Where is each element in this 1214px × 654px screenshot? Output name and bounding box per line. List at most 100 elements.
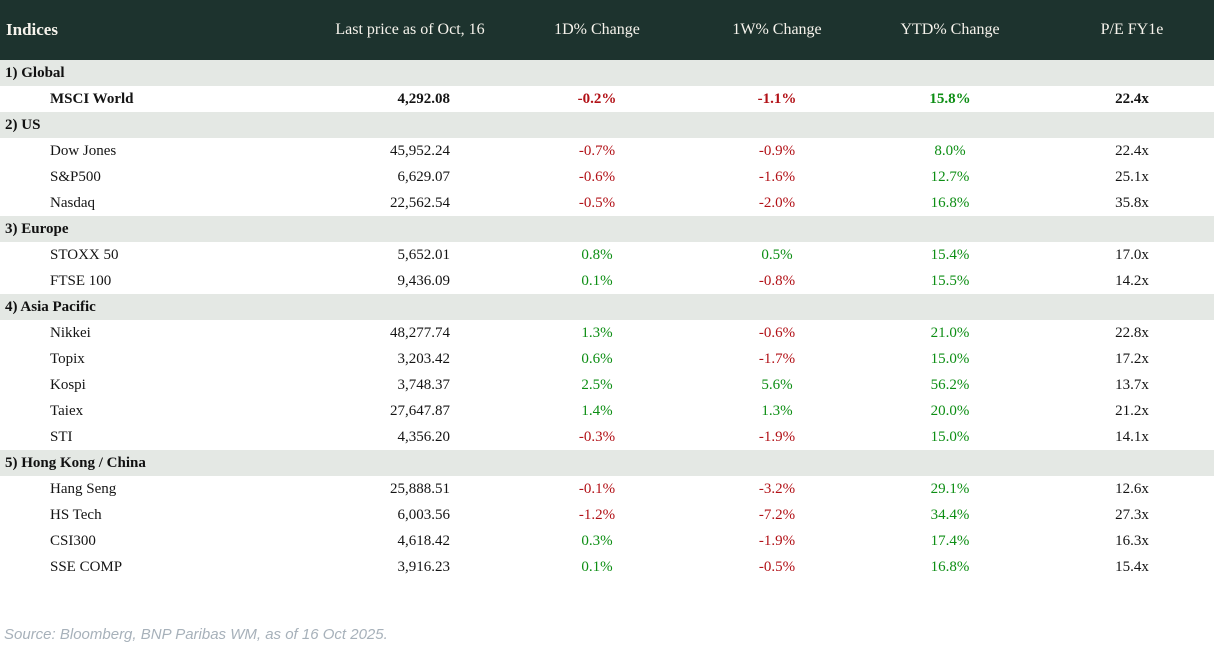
index-name: Topix bbox=[50, 350, 85, 367]
table-row: Nasdaq 22,562.54 -0.5% -2.0% 16.8% 35.8x bbox=[0, 190, 1214, 216]
column-header-pe-fy1e: P/E FY1e bbox=[1030, 0, 1214, 60]
index-name: Taiex bbox=[50, 402, 84, 419]
pe-ratio: 22.8x bbox=[1115, 324, 1149, 341]
1w-change: -7.2% bbox=[758, 506, 796, 523]
index-name: MSCI World bbox=[50, 90, 134, 107]
indices-table: Indices Last price as of Oct, 16 1D% Cha… bbox=[0, 0, 1214, 580]
section-label: 2) US bbox=[0, 112, 1214, 138]
index-name: STOXX 50 bbox=[50, 246, 119, 263]
index-name: Nasdaq bbox=[50, 194, 95, 211]
ytd-change: 15.5% bbox=[930, 272, 970, 289]
1w-change: 5.6% bbox=[761, 376, 793, 393]
last-price: 45,952.24 bbox=[390, 142, 450, 159]
table-row: MSCI World 4,292.08 -0.2% -1.1% 15.8% 22.4x bbox=[0, 86, 1214, 112]
1w-change: -0.5% bbox=[758, 558, 796, 575]
ytd-change: 29.1% bbox=[930, 480, 970, 497]
1d-change: -0.1% bbox=[578, 480, 616, 497]
index-name: S&P500 bbox=[50, 168, 101, 185]
1w-change: -1.6% bbox=[758, 168, 796, 185]
1w-change: -1.9% bbox=[758, 532, 796, 549]
section-label: 4) Asia Pacific bbox=[0, 294, 1214, 320]
ytd-change: 34.4% bbox=[930, 506, 970, 523]
table-row: Topix 3,203.42 0.6% -1.7% 15.0% 17.2x bbox=[0, 346, 1214, 372]
1d-change: -0.6% bbox=[578, 168, 616, 185]
section-row: 4) Asia Pacific bbox=[0, 294, 1214, 320]
table-row: Hang Seng 25,888.51 -0.1% -3.2% 29.1% 12.6x bbox=[0, 476, 1214, 502]
last-price: 48,277.74 bbox=[390, 324, 450, 341]
ytd-change: 15.8% bbox=[929, 90, 971, 107]
1d-change: -0.7% bbox=[578, 142, 616, 159]
1d-change: 0.8% bbox=[581, 246, 613, 263]
source-note: Source: Bloomberg, BNP Paribas WM, as of… bbox=[4, 626, 388, 643]
index-name: HS Tech bbox=[50, 506, 102, 523]
ytd-change: 8.0% bbox=[934, 142, 966, 159]
index-name: Hang Seng bbox=[50, 480, 117, 497]
section-row: 5) Hong Kong / China bbox=[0, 450, 1214, 476]
pe-ratio: 14.2x bbox=[1115, 272, 1149, 289]
table-row: Dow Jones 45,952.24 -0.7% -0.9% 8.0% 22.4x bbox=[0, 138, 1214, 164]
section-label: 3) Europe bbox=[0, 216, 1214, 242]
last-price: 3,748.37 bbox=[397, 376, 451, 393]
last-price: 4,292.08 bbox=[397, 90, 451, 107]
1d-change: -0.3% bbox=[578, 428, 616, 445]
1w-change: -1.7% bbox=[758, 350, 796, 367]
table-row: Kospi 3,748.37 2.5% 5.6% 56.2% 13.7x bbox=[0, 372, 1214, 398]
ytd-change: 20.0% bbox=[930, 402, 970, 419]
section-row: 2) US bbox=[0, 112, 1214, 138]
column-header-indices: Indices bbox=[0, 0, 310, 60]
1w-change: 1.3% bbox=[761, 402, 793, 419]
last-price: 3,916.23 bbox=[397, 558, 451, 575]
ytd-change: 21.0% bbox=[930, 324, 970, 341]
1d-change: 1.4% bbox=[581, 402, 613, 419]
ytd-change: 12.7% bbox=[930, 168, 970, 185]
last-price: 6,003.56 bbox=[397, 506, 451, 523]
1w-change: -3.2% bbox=[758, 480, 796, 497]
index-name: CSI300 bbox=[50, 532, 96, 549]
table-row: Nikkei 48,277.74 1.3% -0.6% 21.0% 22.8x bbox=[0, 320, 1214, 346]
pe-ratio: 12.6x bbox=[1115, 480, 1149, 497]
column-header-ytd-change: YTD% Change bbox=[870, 0, 1030, 60]
1w-change: -1.9% bbox=[758, 428, 796, 445]
index-name: STI bbox=[50, 428, 73, 445]
pe-ratio: 14.1x bbox=[1115, 428, 1149, 445]
1w-change: 0.5% bbox=[761, 246, 793, 263]
pe-ratio: 13.7x bbox=[1115, 376, 1149, 393]
pe-ratio: 35.8x bbox=[1115, 194, 1149, 211]
1d-change: 1.3% bbox=[581, 324, 613, 341]
index-name: Dow Jones bbox=[50, 142, 117, 159]
section-row: 1) Global bbox=[0, 60, 1214, 86]
1w-change: -0.9% bbox=[758, 142, 796, 159]
column-header-1d-change: 1D% Change bbox=[510, 0, 684, 60]
pe-ratio: 22.4x bbox=[1115, 142, 1149, 159]
1w-change: -2.0% bbox=[758, 194, 796, 211]
1d-change: -0.5% bbox=[578, 194, 616, 211]
ytd-change: 16.8% bbox=[930, 558, 970, 575]
last-price: 6,629.07 bbox=[397, 168, 451, 185]
1w-change: -0.6% bbox=[758, 324, 796, 341]
column-header-1w-change: 1W% Change bbox=[684, 0, 870, 60]
table-row: STI 4,356.20 -0.3% -1.9% 15.0% 14.1x bbox=[0, 424, 1214, 450]
table-row: STOXX 50 5,652.01 0.8% 0.5% 15.4% 17.0x bbox=[0, 242, 1214, 268]
table-row: FTSE 100 9,436.09 0.1% -0.8% 15.5% 14.2x bbox=[0, 268, 1214, 294]
last-price: 4,618.42 bbox=[397, 532, 451, 549]
last-price: 9,436.09 bbox=[397, 272, 451, 289]
table-header-row: Indices Last price as of Oct, 16 1D% Cha… bbox=[0, 0, 1214, 60]
table-row: SSE COMP 3,916.23 0.1% -0.5% 16.8% 15.4x bbox=[0, 554, 1214, 580]
index-name: Nikkei bbox=[50, 324, 91, 341]
pe-ratio: 17.0x bbox=[1115, 246, 1149, 263]
last-price: 3,203.42 bbox=[397, 350, 451, 367]
ytd-change: 15.0% bbox=[930, 350, 970, 367]
pe-ratio: 25.1x bbox=[1115, 168, 1149, 185]
1d-change: 0.6% bbox=[581, 350, 613, 367]
1w-change: -1.1% bbox=[757, 90, 797, 107]
ytd-change: 16.8% bbox=[930, 194, 970, 211]
pe-ratio: 16.3x bbox=[1115, 532, 1149, 549]
section-label: 1) Global bbox=[0, 60, 1214, 86]
1d-change: -0.2% bbox=[577, 90, 617, 107]
pe-ratio: 22.4x bbox=[1115, 90, 1149, 107]
table-row: HS Tech 6,003.56 -1.2% -7.2% 34.4% 27.3x bbox=[0, 502, 1214, 528]
1d-change: 2.5% bbox=[581, 376, 613, 393]
pe-ratio: 15.4x bbox=[1115, 558, 1149, 575]
pe-ratio: 27.3x bbox=[1115, 506, 1149, 523]
1d-change: 0.1% bbox=[581, 558, 613, 575]
